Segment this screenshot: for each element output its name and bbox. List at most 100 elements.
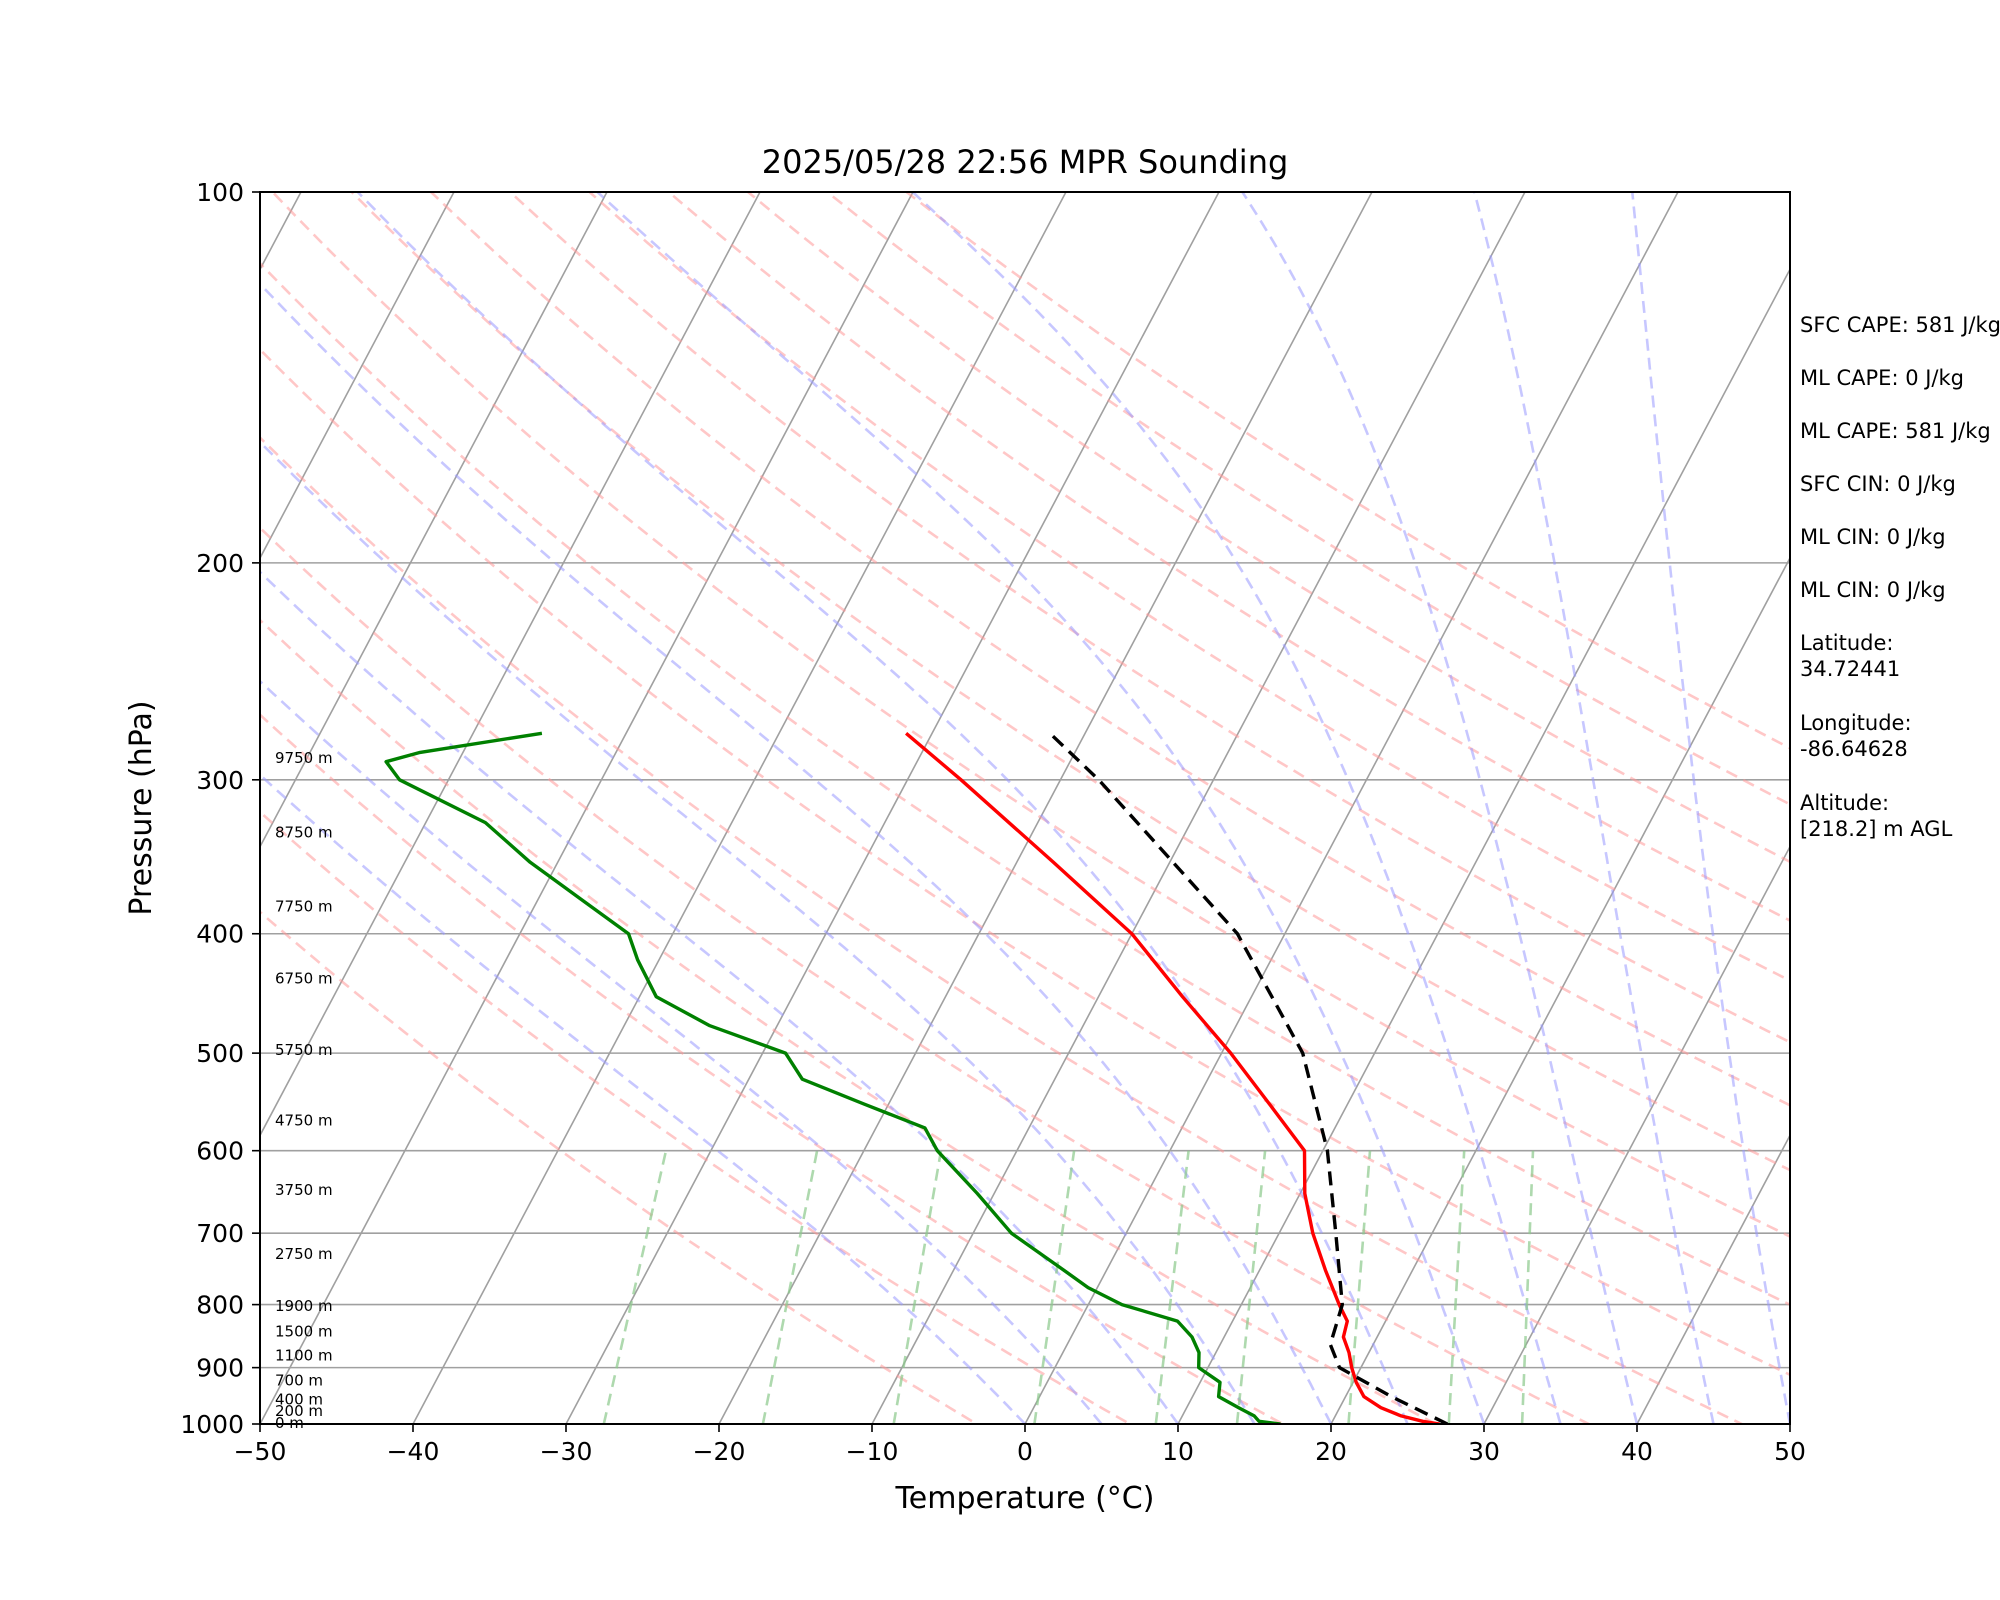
moist-adiabat-line [260, 570, 1180, 1424]
latitude-text: Latitude: 34.72441 [1800, 631, 1901, 681]
mixing-ratio-line [602, 1150, 668, 1424]
x-axis-label: Temperature (°C) [895, 1481, 1155, 1516]
isotherm-line [1177, 267, 1790, 1424]
y-tick-label: 300 [196, 766, 244, 795]
dry-adiabat-line [260, 526, 1592, 1424]
longitude-text: Longitude: -86.64628 [1800, 711, 1912, 761]
isotherm-line [412, 192, 1067, 1424]
moist-adiabat-line [260, 440, 1256, 1424]
mixing-ratio-line [1033, 1150, 1076, 1424]
x-tick-label: 50 [1774, 1437, 1806, 1466]
mixing-ratio-line [1347, 1150, 1372, 1424]
height-label: 8750 m [275, 823, 333, 841]
dry-adiabat-line [349, 192, 1790, 1172]
height-label: 3750 m [275, 1181, 333, 1199]
y-tick-label: 100 [196, 178, 244, 207]
dry-adiabat-line [270, 192, 1790, 1238]
isotherm-line [1024, 192, 1679, 1424]
x-tick-label: 30 [1468, 1437, 1500, 1466]
dewpoint-profile-line [384, 731, 1281, 1424]
isotherm-line [1636, 1133, 1790, 1424]
isotherm-line [0, 165, 10, 1451]
dry-adiabat-line [260, 618, 1439, 1424]
height-label: 6750 m [275, 970, 333, 988]
x-tick-label: −10 [846, 1437, 899, 1466]
height-label: 4750 m [275, 1111, 333, 1129]
dry-adiabat-line [587, 192, 1790, 983]
y-tick-label: 200 [196, 549, 244, 578]
isotherm-line [260, 192, 455, 560]
x-tick-label: 0 [1017, 1437, 1033, 1466]
height-label: 200 m [275, 1402, 323, 1420]
ml-cape-text-2: ML CAPE: 581 J/kg [1800, 419, 1991, 443]
parcel-profile-line [1048, 732, 1449, 1424]
sounding-info-panel: SFC CAPE: 581 J/kg ML CAPE: 0 J/kg ML CA… [1800, 312, 2000, 870]
moist-adiabat-line [1631, 192, 1790, 1424]
temperature-profile-line [905, 732, 1440, 1424]
sfc-cape-text: SFC CAPE: 581 J/kg [1800, 313, 2000, 337]
mixing-ratio-line [1154, 1150, 1190, 1424]
y-tick-label: 1000 [180, 1410, 244, 1439]
moist-adiabat-line [260, 281, 1333, 1424]
moist-adiabat-line [260, 773, 1026, 1424]
mixing-ratio-line [1520, 1150, 1535, 1424]
mixing-ratio-line [761, 1150, 819, 1424]
y-tick-label: 900 [196, 1354, 244, 1383]
axes: −50 −40 −30 −20 −10 0 10 20 30 40 50 100 200 300 400 50… [180, 178, 1806, 1466]
dry-adiabat-line [260, 261, 1790, 1307]
isotherm-line [1483, 844, 1790, 1424]
height-label: 0 m [275, 1414, 304, 1432]
moist-adiabat-line [1241, 192, 1639, 1424]
moist-adiabat-line [1473, 192, 1715, 1424]
dry-adiabat-line [260, 347, 1790, 1377]
isotherm-line [871, 192, 1526, 1424]
dry-adiabat-line [508, 192, 1790, 1044]
dry-adiabat-line [825, 192, 1790, 806]
moist-adiabat-line [260, 679, 1103, 1424]
dry-adiabat-line [260, 810, 1133, 1424]
height-label: 400 m [275, 1390, 323, 1408]
moist-adiabat-line [596, 192, 1486, 1424]
ml-cape-text: ML CAPE: 0 J/kg [1800, 366, 1965, 390]
y-axis-label: Pressure (hPa) [124, 700, 159, 915]
dry-adiabat-line [260, 910, 980, 1424]
y-tick-label: 400 [196, 920, 244, 949]
x-tick-label: −50 [234, 1437, 287, 1466]
altitude-text: Altitude: [218.2] m AGL [1800, 791, 1953, 841]
x-tick-label: 10 [1162, 1437, 1194, 1466]
isotherm-line [718, 192, 1373, 1424]
chart-title: 2025/05/28 22:56 MPR Sounding [762, 143, 1289, 181]
dry-adiabat-line [260, 713, 1286, 1424]
height-label: 700 m [275, 1372, 323, 1390]
mixing-ratio-line [1447, 1150, 1466, 1424]
mixing-ratio-line [892, 1150, 943, 1424]
mixing-ratio-line [1235, 1150, 1267, 1424]
isotherm-line [260, 192, 608, 849]
dry-adiabat-line [260, 435, 1745, 1424]
background-lines [0, 165, 1790, 1451]
height-label: 7750 m [275, 897, 333, 915]
dry-adiabat-line [666, 192, 1790, 923]
y-tick-label: 700 [196, 1219, 244, 1248]
profile-lines [384, 731, 1449, 1424]
x-tick-label: −20 [693, 1437, 746, 1466]
height-label: 9750 m [275, 749, 333, 767]
height-label: 2750 m [275, 1245, 333, 1263]
height-label: 1100 m [275, 1347, 333, 1365]
height-label: 1900 m [275, 1297, 333, 1315]
height-label: 5750 m [275, 1041, 333, 1059]
isotherm-line [565, 192, 1220, 1424]
isotherm-line [260, 192, 761, 1138]
x-tick-label: −30 [540, 1437, 593, 1466]
y-tick-label: 500 [196, 1039, 244, 1068]
moist-adiabat-line [356, 192, 1409, 1424]
ml-cin-text: ML CIN: 0 J/kg [1800, 525, 1946, 549]
x-tick-label: 40 [1621, 1437, 1653, 1466]
dry-adiabat-line [429, 192, 1790, 1107]
sfc-cin-text: SFC CIN: 0 J/kg [1800, 472, 1956, 496]
y-tick-label: 800 [196, 1291, 244, 1320]
moist-adiabat-line [911, 192, 1562, 1424]
ml-cin-text-2: ML CIN: 0 J/kg [1800, 578, 1946, 602]
